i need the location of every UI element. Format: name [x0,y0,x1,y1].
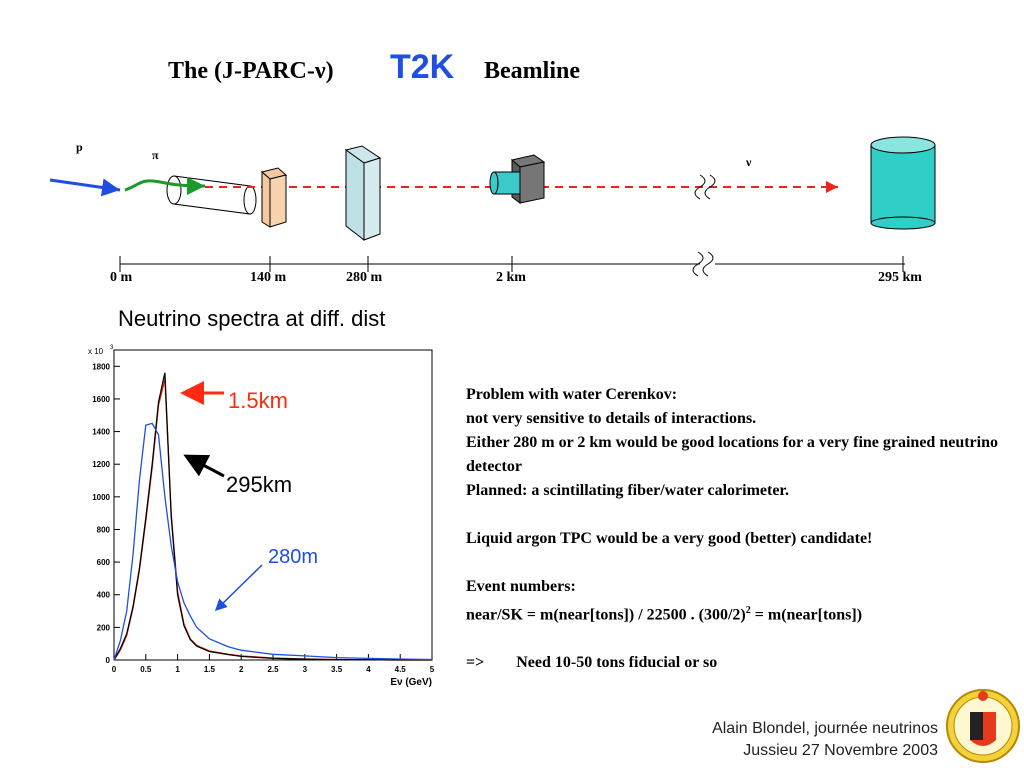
curve-label-1-5km: 1.5km [228,388,288,413]
beam-dump [260,167,288,228]
problem-line-1: not very sensitive to details of interac… [466,410,757,427]
series-line-280m [113,422,433,661]
problem-line-4: Liquid argon TPC would be a very good (b… [466,530,873,547]
pion-arrow [124,176,206,195]
title-suffix: Beamline [484,58,580,84]
university-seal-logo [946,689,1020,763]
problem-text-block: Problem with water Cerenkov: not very se… [466,383,1006,675]
y-tick-label: 400 [97,591,111,600]
neutrino-label: ν [746,155,752,169]
y-tick-label: 1400 [92,428,110,437]
y-multiplier-exp: 3 [110,345,114,351]
x-tick-label: 1.5 [204,665,216,674]
distance-axis [119,251,905,277]
formula-exponent: 2 [745,605,751,616]
formula-main: near/SK = m(near[tons]) / 22500 . (300/2… [466,606,746,624]
y-tick-label: 200 [97,623,111,632]
problem-line-5: Event numbers: [466,578,576,595]
y-tick-label: 1600 [92,395,110,404]
y-multiplier-label: x 10 [88,347,104,356]
x-tick-label: 3 [303,665,308,674]
y-tick-label: 1000 [92,493,110,502]
footer-author: Alain Blondel, journée neutrinos [712,720,938,737]
two-km-detector [489,154,546,204]
x-tick-label: 0 [112,665,117,674]
distance-label-0: 0 m [110,270,133,285]
x-tick-label: 4.5 [395,665,407,674]
x-tick-label: 2 [239,665,244,674]
y-tick-label: 0 [106,656,111,665]
spacer [466,627,1006,651]
super-k-detector [870,136,936,230]
proton-label: p [76,140,83,154]
title-t2k: T2K [390,48,455,86]
y-tick-label: 1800 [92,362,110,371]
spectra-heading: Neutrino spectra at diff. dist [118,306,386,331]
spacer [466,503,1006,527]
decay-pipe-cylinder [166,175,257,215]
distance-label-4: 295 km [878,270,922,285]
problem-line-6: near/SK = m(near[tons]) / 22500 . (300/2… [466,599,1006,627]
distance-label-1: 140 m [250,270,287,285]
distance-label-3: 2 km [496,270,526,285]
series-line-295km [113,372,432,661]
proton-beam-arrow [49,178,121,197]
footer-venue: Jussieu 27 Novembre 2003 [743,742,938,759]
x-tick-label: 4 [366,665,371,674]
pion-label: π [152,148,159,162]
x-tick-label: 0.5 [140,665,152,674]
formula-result: = m(near[tons]) [750,606,863,624]
curve-label-280m: 280m [268,546,319,568]
spacer [466,551,1006,575]
problem-line-2: Either 280 m or 2 km would be good locat… [466,434,998,475]
x-tick-label: 3.5 [331,665,343,674]
y-tick-label: 800 [97,525,111,534]
plot-frame [113,349,433,661]
y-tick-label: 1200 [92,460,110,469]
beamline-diagram [49,136,936,277]
title-prefix: The (J-PARC-ν) [168,58,334,84]
spectrum-chart: x 10 3 0 200 400 600 800 1000 1200 1400 1600 1800… [88,345,435,688]
distance-label-2: 280 m [346,270,383,285]
problem-heading: Problem with water Cerenkov: [466,386,678,403]
problem-line-3: Planned: a scintillating fiber/water cal… [466,482,790,499]
problem-line-7: => Need 10-50 tons fiducial or so [466,654,718,672]
x-axis-label: Eν (GeV) [390,677,432,688]
curve-label-295km: 295km [226,472,293,497]
x-tick-label: 1 [175,665,180,674]
y-tick-label: 600 [97,558,111,567]
x-tick-label: 2.5 [267,665,279,674]
beam-break-symbol [694,174,716,200]
x-tick-label: 5 [430,665,435,674]
near-detector-slab [344,145,382,242]
